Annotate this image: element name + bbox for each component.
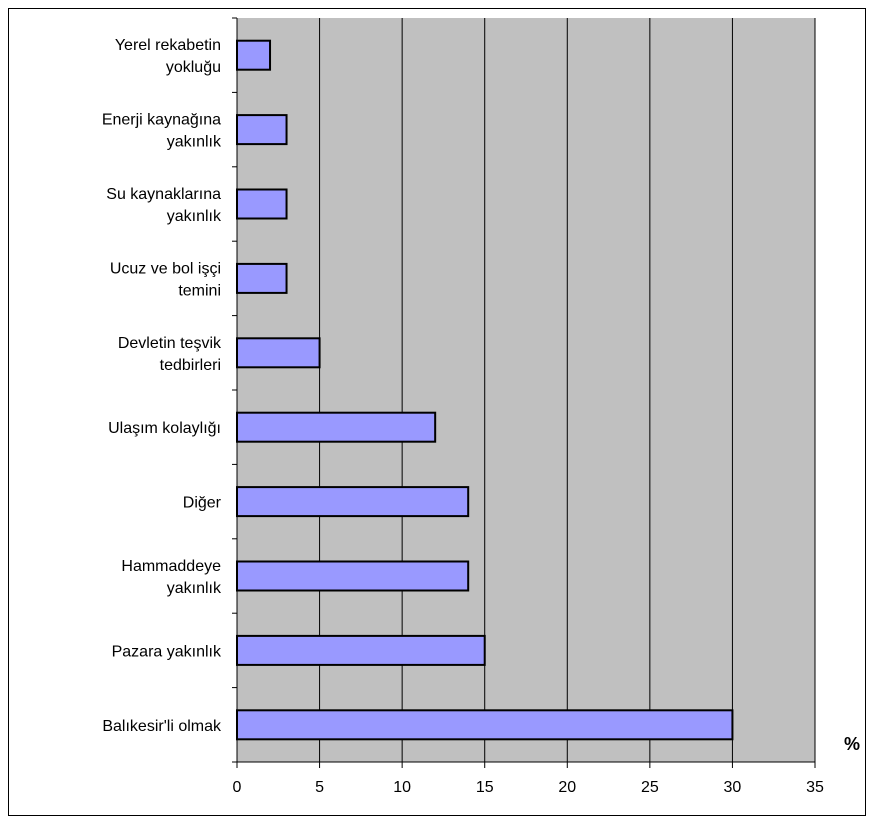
- bar-9: [236, 709, 734, 741]
- bar-5: [236, 411, 437, 443]
- x-axis-unit-label: %: [844, 734, 860, 754]
- x-tick-label-5: 25: [641, 779, 659, 796]
- bar-8: [236, 634, 486, 666]
- category-label-0: Yerel rekabetin yokluğu: [115, 37, 221, 76]
- x-tick-label-0: 0: [233, 779, 242, 796]
- category-label-4: Devletin teşvik tedbirleri: [118, 335, 222, 374]
- category-label-1: Enerji kaynağına yakınlık: [102, 112, 222, 151]
- bar-6: [236, 486, 470, 518]
- category-label-3: Ucuz ve bol işçi temini: [110, 260, 221, 299]
- category-label-9: Balıkesir'li olmak: [102, 718, 222, 735]
- bar-4: [236, 337, 321, 369]
- x-tick-label-1: 5: [315, 779, 324, 796]
- x-tick-label-4: 20: [558, 779, 576, 796]
- x-tick-label-2: 10: [393, 779, 411, 796]
- x-tick-label-6: 30: [724, 779, 742, 796]
- x-tick-label-7: 35: [806, 779, 824, 796]
- bar-0: [236, 39, 272, 71]
- bar-1: [236, 114, 288, 146]
- category-label-8: Pazara yakınlık: [112, 643, 222, 660]
- x-tick-label-3: 15: [476, 779, 494, 796]
- category-label-5: Ulaşım kolaylığı: [108, 420, 221, 437]
- bar-3: [236, 262, 288, 294]
- category-label-2: Su kaynaklarına yakınlık: [106, 186, 222, 225]
- category-label-6: Diğer: [183, 495, 222, 512]
- bar-7: [236, 560, 470, 592]
- bar-2: [236, 188, 288, 220]
- category-label-7: Hammaddeye yakınlık: [121, 558, 222, 597]
